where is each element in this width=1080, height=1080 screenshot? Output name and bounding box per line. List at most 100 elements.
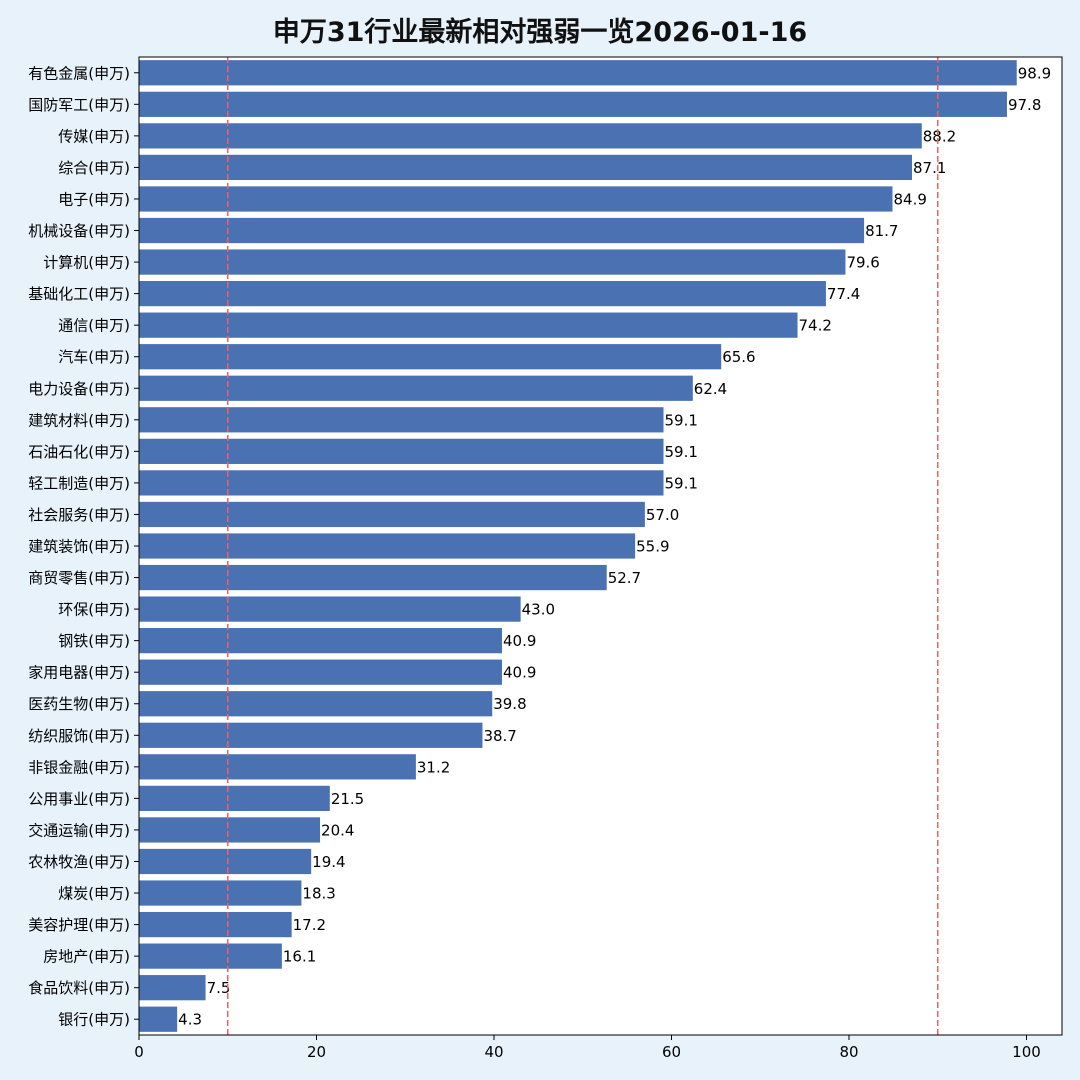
value-label: 38.7 xyxy=(483,727,516,745)
category-label: 家用电器(申万) xyxy=(28,664,130,682)
value-label: 4.3 xyxy=(178,1011,202,1029)
x-tick-label: 40 xyxy=(484,1043,503,1061)
value-label: 52.7 xyxy=(608,569,641,587)
value-label: 55.9 xyxy=(636,538,669,556)
category-label: 食品饮料(申万) xyxy=(28,979,130,997)
bar xyxy=(139,975,206,1001)
category-label: 机械设备(申万) xyxy=(28,222,130,240)
value-label: 74.2 xyxy=(799,317,832,335)
bar xyxy=(139,249,846,275)
value-label: 98.9 xyxy=(1018,64,1051,82)
category-label: 环保(申万) xyxy=(58,601,130,619)
category-label: 非银金融(申万) xyxy=(28,758,130,776)
value-label: 57.0 xyxy=(646,506,679,524)
x-tick-label: 0 xyxy=(134,1043,144,1061)
value-label: 21.5 xyxy=(331,790,364,808)
value-label: 7.5 xyxy=(207,979,231,997)
category-label: 石油石化(申万) xyxy=(28,443,130,461)
value-label: 79.6 xyxy=(846,254,879,272)
value-label: 19.4 xyxy=(312,853,345,871)
category-label: 综合(申万) xyxy=(58,159,130,177)
value-label: 43.0 xyxy=(522,601,555,619)
bar xyxy=(139,312,798,338)
value-label: 62.4 xyxy=(694,380,727,398)
bar xyxy=(139,596,521,622)
value-label: 18.3 xyxy=(302,885,335,903)
bar xyxy=(139,186,893,212)
category-label: 农林牧渔(申万) xyxy=(28,853,130,871)
value-label: 87.1 xyxy=(913,159,946,177)
value-label: 59.1 xyxy=(665,411,698,429)
category-label: 医药生物(申万) xyxy=(28,695,130,713)
bar xyxy=(139,564,607,591)
chart-title: 申万31行业最新相对强弱一览2026-01-16 xyxy=(272,17,808,48)
value-label: 97.8 xyxy=(1008,96,1041,114)
value-label: 40.9 xyxy=(503,664,536,682)
bar xyxy=(139,60,1017,86)
category-label: 通信(申万) xyxy=(58,317,130,335)
category-label: 汽车(申万) xyxy=(58,348,130,366)
value-label: 88.2 xyxy=(923,127,956,145)
value-label: 17.2 xyxy=(293,916,326,934)
category-label: 房地产(申万) xyxy=(43,948,130,966)
value-label: 16.1 xyxy=(283,948,316,966)
bar xyxy=(139,91,1007,117)
bar xyxy=(139,154,913,181)
x-tick-label: 20 xyxy=(307,1043,326,1061)
value-label: 20.4 xyxy=(321,821,354,839)
value-label: 84.9 xyxy=(893,190,926,208)
bar xyxy=(139,1006,178,1032)
bar xyxy=(139,628,502,654)
x-tick-label: 100 xyxy=(1012,1043,1041,1061)
category-label: 计算机(申万) xyxy=(43,254,130,272)
value-label: 81.7 xyxy=(865,222,898,240)
value-label: 31.2 xyxy=(417,758,450,776)
bar xyxy=(139,880,302,906)
category-label: 纺织服饰(申万) xyxy=(28,727,130,745)
bar xyxy=(139,217,865,244)
bar xyxy=(139,438,664,464)
category-label: 钢铁(申万) xyxy=(58,632,130,650)
category-label: 电子(申万) xyxy=(58,190,130,208)
bar xyxy=(139,344,722,370)
x-tick-label: 80 xyxy=(839,1043,858,1061)
reference-lines xyxy=(227,57,939,1035)
category-label: 煤炭(申万) xyxy=(58,885,130,903)
category-label: 建筑装饰(申万) xyxy=(28,538,130,556)
y-axis: 有色金属(申万) 国防军工(申万) 传媒(申万) 综合(申万) 电子(申万) 机械设备(申… xyxy=(28,64,139,1029)
value-label: 65.6 xyxy=(722,348,755,366)
bar xyxy=(139,501,645,528)
value-label: 77.4 xyxy=(827,285,860,303)
category-label: 有色金属(申万) xyxy=(28,64,130,82)
bar xyxy=(139,785,330,812)
bar xyxy=(139,943,282,969)
category-label: 轻工制造(申万) xyxy=(28,474,130,492)
category-label: 传媒(申万) xyxy=(58,127,130,145)
category-label: 社会服务(申万) xyxy=(28,506,130,524)
category-label: 电力设备(申万) xyxy=(28,380,130,398)
x-tick-label: 60 xyxy=(662,1043,681,1061)
category-label: 交通运输(申万) xyxy=(28,821,130,839)
x-axis: 0 20 40 60 80 100 xyxy=(134,1035,1041,1061)
bar xyxy=(139,754,416,780)
category-label: 美容护理(申万) xyxy=(28,916,130,934)
bar xyxy=(139,123,922,149)
category-label: 银行(申万) xyxy=(58,1011,130,1029)
category-label: 基础化工(申万) xyxy=(28,285,130,303)
bar xyxy=(139,280,826,307)
value-label: 39.8 xyxy=(493,695,526,713)
category-label: 建筑材料(申万) xyxy=(28,411,130,429)
category-label: 商贸零售(申万) xyxy=(28,569,130,587)
bar xyxy=(139,691,493,717)
bar xyxy=(139,407,664,433)
bar xyxy=(139,848,312,875)
bar xyxy=(139,911,292,938)
bar xyxy=(139,817,321,843)
value-label: 40.9 xyxy=(503,632,536,650)
bar xyxy=(139,375,693,401)
bar xyxy=(139,533,636,559)
value-label: 59.1 xyxy=(665,443,698,461)
bar xyxy=(139,722,483,748)
